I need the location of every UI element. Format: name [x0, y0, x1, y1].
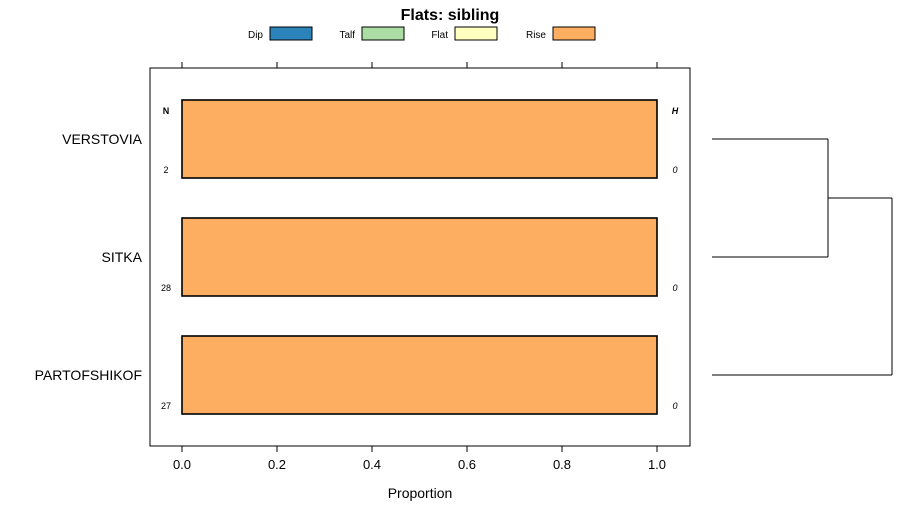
x-tick-label: 0.8	[553, 457, 571, 472]
legend-swatch-rise	[552, 26, 596, 41]
bars-group: VERSTOVIA SITKA PARTOFSHIKOF	[35, 99, 658, 415]
h-header: H	[672, 106, 679, 116]
category-label: PARTOFSHIKOF	[35, 367, 142, 383]
n-value: 2	[163, 165, 168, 175]
legend-label-flat: Flat	[431, 30, 448, 41]
bar-partofshikof-rise	[181, 335, 658, 415]
legend-swatch-talf	[361, 26, 405, 41]
legend-label-dip: Dip	[248, 30, 263, 41]
x-tick-label: 0.6	[458, 457, 476, 472]
n-value: 28	[161, 283, 171, 293]
legend-label-talf: Talf	[339, 30, 355, 41]
dendrogram	[712, 138, 893, 376]
legend-swatch-flat	[454, 26, 498, 41]
legend-swatch-dip	[269, 26, 313, 41]
x-tick-label: 0.0	[173, 457, 191, 472]
annotations: N H 2 0 28 0 27 0	[161, 106, 679, 411]
x-tick-label: 0.4	[363, 457, 381, 472]
legend-label-rise: Rise	[526, 30, 546, 41]
plot-frame	[149, 67, 691, 447]
x-tick-label: 1.0	[648, 457, 666, 472]
category-label: SITKA	[102, 249, 143, 265]
x-axis-label: Proportion	[388, 485, 453, 501]
x-axis: 0.0 0.2 0.4 0.6 0.8 1.0	[173, 62, 666, 472]
h-value: 0	[672, 165, 677, 175]
n-value: 27	[161, 401, 171, 411]
bar-verstovia-rise	[181, 99, 658, 179]
h-value: 0	[672, 283, 677, 293]
n-header: N	[163, 106, 170, 116]
category-label: VERSTOVIA	[62, 131, 143, 147]
bar-sitka-rise	[181, 217, 658, 297]
chart-title: Flats: sibling	[401, 7, 500, 24]
legend: Dip Talf Flat Rise	[248, 26, 596, 41]
x-tick-label: 0.2	[268, 457, 286, 472]
h-value: 0	[672, 401, 677, 411]
